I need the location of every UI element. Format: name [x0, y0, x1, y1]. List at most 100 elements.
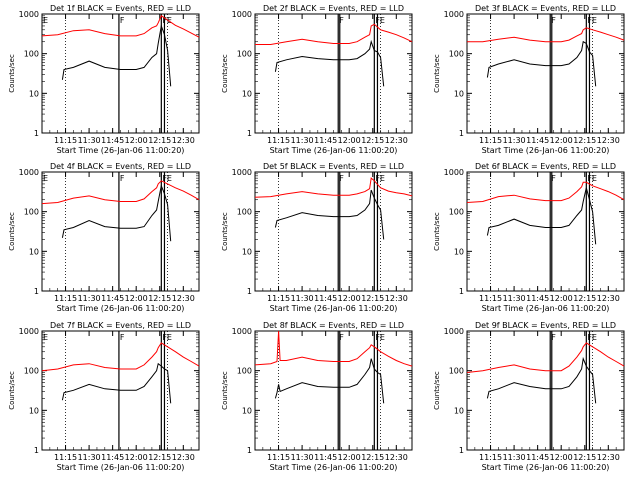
y-tick-label: 1000: [232, 327, 252, 336]
x-tick-label: 12:30: [597, 294, 620, 303]
x-tick-label: 12:00: [338, 453, 361, 462]
x-tick-label: 11:45: [314, 294, 337, 303]
y-tick-label: 100: [237, 50, 252, 59]
x-tick-label: 11:45: [314, 136, 337, 145]
events-series-line: [274, 189, 385, 240]
y-tick-label: 10: [454, 406, 464, 415]
marker-label: FE: [162, 174, 172, 183]
x-axis-label: Start Time (26-Jan-06 11:00:20): [57, 463, 185, 472]
marker-label: FE: [587, 333, 597, 342]
y-tick-label: 100: [24, 208, 39, 217]
x-tick-label: 11:30: [291, 136, 314, 145]
y-tick-label: 10: [242, 406, 252, 415]
x-tick-label: 12:30: [597, 453, 620, 462]
y-tick-label: 1000: [232, 168, 252, 177]
y-tick-label: 1000: [232, 10, 252, 19]
x-tick-label: 11:45: [314, 453, 337, 462]
y-axis-label: Counts/sec: [221, 54, 229, 93]
y-tick-label: 100: [237, 208, 252, 217]
events-series-line: [61, 362, 172, 404]
y-tick-label: 10: [454, 247, 464, 256]
marker-label: E: [43, 16, 48, 25]
y-axis-label: Counts/sec: [433, 371, 441, 410]
y-tick-label: 1000: [19, 168, 39, 177]
y-tick-label: 1000: [444, 168, 464, 177]
y-tick-label: 10: [29, 406, 39, 415]
y-tick-label: 1000: [444, 10, 464, 19]
chart-title: Det 5f BLACK = Events, RED = LLD: [263, 162, 404, 171]
x-tick-label: 12:00: [550, 136, 573, 145]
y-tick-label: 1: [459, 446, 464, 455]
x-tick-label: 11:30: [503, 453, 526, 462]
x-tick-label: 11:45: [101, 136, 124, 145]
x-tick-label: 11:15: [267, 294, 290, 303]
marker-label: FE: [375, 333, 385, 342]
x-tick-label: 12:00: [550, 453, 573, 462]
marker-label: FE: [162, 16, 172, 25]
x-tick-label: 12:15: [573, 294, 596, 303]
y-axis-label: Counts/sec: [221, 371, 229, 410]
x-tick-label: 11:15: [479, 294, 502, 303]
x-tick-label: 11:45: [101, 453, 124, 462]
y-tick-label: 1: [247, 287, 252, 296]
marker-label: E: [43, 333, 48, 342]
detector-plot-panel: Det 3f BLACK = Events, RED = LLD 1 10 100 10…: [433, 4, 625, 155]
x-axis-label: Start Time (26-Jan-06 11:00:20): [57, 146, 185, 155]
y-tick-label: 100: [449, 208, 464, 217]
marker-label: F: [120, 333, 125, 342]
chart-title: Det 8f BLACK = Events, RED = LLD: [263, 321, 404, 330]
detector-plot-panel: Det 5f BLACK = Events, RED = LLD 1 10 100 10…: [221, 162, 413, 313]
y-tick-label: 10: [242, 89, 252, 98]
lld-series-line: [41, 15, 200, 38]
y-tick-label: 1: [34, 129, 39, 138]
x-tick-label: 11:15: [479, 453, 502, 462]
detector-plot-panel: Det 1f BLACK = Events, RED = LLD 1 10 100 10…: [8, 4, 200, 155]
y-tick-label: 10: [454, 89, 464, 98]
y-tick-label: 1: [459, 129, 464, 138]
x-tick-label: 11:30: [503, 136, 526, 145]
x-tick-label: 11:45: [526, 136, 549, 145]
marker-label: FE: [375, 174, 385, 183]
marker-label: E: [43, 174, 48, 183]
y-axis-label: Counts/sec: [433, 54, 441, 93]
y-axis-label: Counts/sec: [8, 212, 16, 251]
events-series-line: [486, 356, 597, 404]
x-tick-label: 11:30: [291, 453, 314, 462]
x-tick-label: 12:00: [338, 294, 361, 303]
x-tick-label: 12:30: [385, 453, 408, 462]
plot-frame: [254, 171, 413, 292]
detector-plot-panel: Det 2f BLACK = Events, RED = LLD 1 10 100 10…: [221, 4, 413, 155]
y-tick-label: 100: [24, 367, 39, 376]
plot-frame: [466, 171, 625, 292]
lld-series-line: [254, 330, 413, 367]
plot-frame: [254, 330, 413, 451]
plot-frame: [41, 171, 200, 292]
marker-label: F: [551, 174, 556, 183]
lld-series-line: [467, 27, 625, 43]
events-series-line: [61, 184, 172, 242]
marker-label: F: [120, 174, 125, 183]
detector-plot-panel: Det 8f BLACK = Events, RED = LLD 1 10 100 10…: [221, 321, 413, 472]
x-tick-label: 11:45: [526, 294, 549, 303]
x-tick-label: 12:00: [125, 136, 148, 145]
x-tick-label: 11:30: [291, 294, 314, 303]
x-tick-label: 11:45: [101, 294, 124, 303]
x-tick-label: 11:45: [526, 453, 549, 462]
y-tick-label: 1: [247, 129, 252, 138]
x-tick-label: 11:30: [78, 136, 101, 145]
x-tick-label: 11:15: [54, 453, 77, 462]
detector-plot-panel: Det 7f BLACK = Events, RED = LLD 1 10 100 10…: [8, 321, 200, 472]
x-tick-label: 12:15: [573, 453, 596, 462]
x-tick-label: 11:15: [267, 453, 290, 462]
detector-plot-panel: Det 4f BLACK = Events, RED = LLD 1 10 100 10…: [8, 162, 200, 313]
x-tick-label: 11:15: [54, 294, 77, 303]
y-tick-label: 100: [449, 367, 464, 376]
x-tick-label: 12:15: [148, 294, 171, 303]
lld-series-line: [41, 180, 200, 205]
x-tick-label: 12:30: [172, 294, 195, 303]
events-series-line: [61, 23, 172, 87]
chart-title: Det 4f BLACK = Events, RED = LLD: [50, 162, 191, 171]
x-tick-label: 12:30: [385, 294, 408, 303]
x-tick-label: 12:00: [125, 453, 148, 462]
